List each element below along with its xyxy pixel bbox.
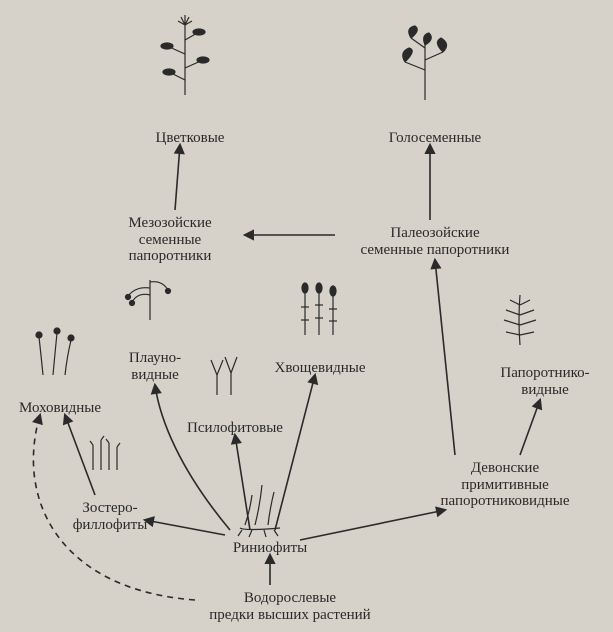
plant-flowering-stem (161, 15, 209, 95)
label-ferns: Папоротнико- видные (480, 365, 610, 398)
label-paleoseed: Палеозойские семенные папоротники (330, 225, 540, 258)
label-devfern: Девонские примитивные папоротниковидные (410, 460, 600, 510)
plant-drooping-sporangia (126, 280, 171, 320)
plant-capsule-stalks (36, 328, 74, 375)
label-mesoseed: Мезозойские семенные папоротники (95, 215, 245, 265)
label-sphen: Хвощевидные (260, 360, 380, 377)
plant-fan-leaves (403, 26, 447, 100)
edge-rhynio-devfern (300, 510, 445, 540)
edge-zostero-mosses (65, 415, 95, 495)
label-gymno: Голосеменные (360, 130, 510, 147)
label-lyco: Плауно- видные (110, 350, 200, 383)
plant-whorled-horsetail (301, 283, 337, 335)
label-algal: Водорослевые предки высших растений (180, 590, 400, 623)
plant-forked-stems (211, 357, 237, 395)
edge-mesoseed-angio (175, 145, 180, 210)
edge-devfern-paleoseed (435, 260, 455, 455)
label-angio: Цветковые (130, 130, 250, 147)
edge-devfern-ferns (520, 400, 540, 455)
label-zostero: Зостеро- филлофиты (50, 500, 170, 533)
label-mosses: Моховидные (5, 400, 115, 417)
label-rhynio: Риниофиты (210, 540, 330, 557)
edge-rhynio-sphen (275, 375, 315, 530)
plant-short-tufts (90, 436, 120, 470)
label-psilo: Псилофитовые (175, 420, 295, 437)
plant-frond (504, 295, 536, 345)
